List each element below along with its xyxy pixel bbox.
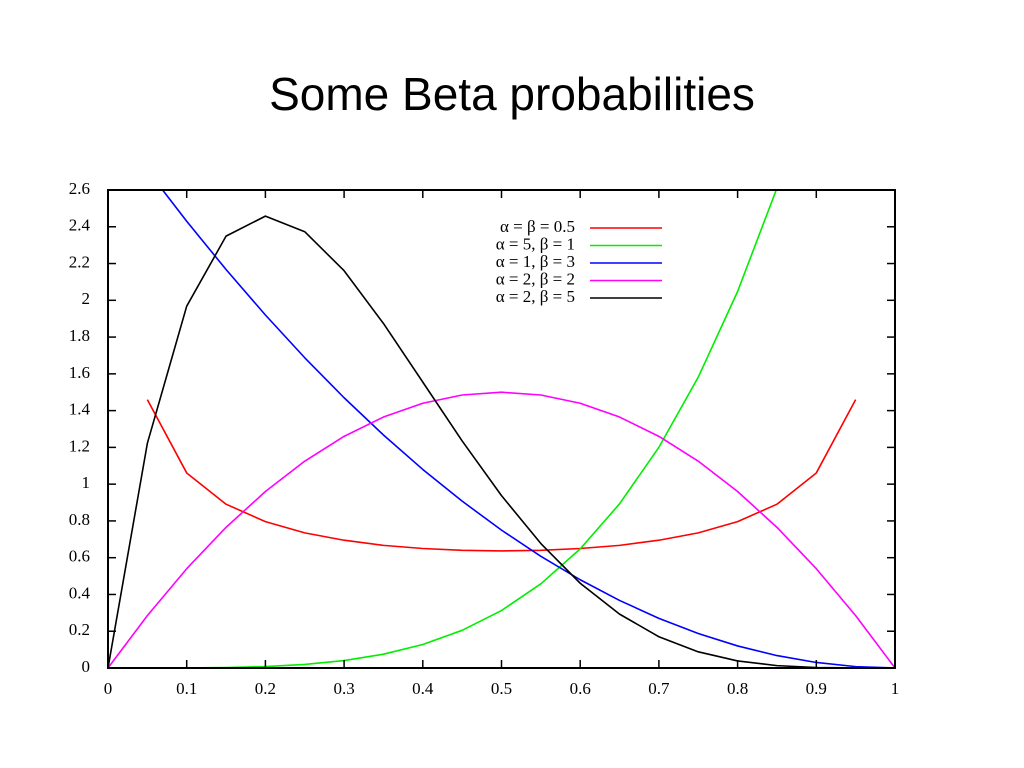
y-tick-label: 1.4 — [69, 400, 91, 419]
y-tick-label: 2.6 — [69, 179, 90, 198]
y-tick-label: 2 — [82, 289, 91, 308]
y-tick-label: 2.4 — [69, 216, 91, 235]
x-tick-label: 0.6 — [570, 679, 591, 698]
x-tick-label: 0.8 — [727, 679, 748, 698]
data-line — [108, 215, 895, 668]
x-tick-label: 1 — [891, 679, 900, 698]
y-tick-label: 0 — [82, 657, 91, 676]
legend-label: α = 2, β = 5 — [496, 287, 575, 306]
data-line — [108, 391, 895, 668]
x-tick-label: 0.3 — [333, 679, 354, 698]
legend-label: α = 1, β = 3 — [496, 252, 575, 271]
y-tick-label: 0.4 — [69, 583, 91, 602]
y-tick-label: 1.2 — [69, 436, 90, 455]
x-tick-label: 0.5 — [491, 679, 512, 698]
data-line — [146, 399, 857, 552]
x-tick-label: 0.2 — [255, 679, 276, 698]
legend-label: α = 5, β = 1 — [496, 234, 575, 253]
legend-label: α = 2, β = 2 — [496, 269, 575, 288]
y-tick-label: 0.6 — [69, 547, 90, 566]
slide-title: Some Beta probabilities — [269, 68, 755, 120]
data-line — [161, 190, 895, 668]
x-tick-label: 0.1 — [176, 679, 197, 698]
y-tick-label: 1.6 — [69, 363, 90, 382]
legend-label: α = β = 0.5 — [500, 217, 575, 236]
x-tick-label: 0.7 — [648, 679, 670, 698]
y-tick-label: 2.2 — [69, 252, 90, 271]
y-tick-label: 1 — [82, 473, 91, 492]
y-tick-label: 1.8 — [69, 326, 90, 345]
x-tick-label: 0.4 — [412, 679, 434, 698]
x-tick-label: 0 — [104, 679, 113, 698]
y-tick-label: 0.8 — [69, 510, 90, 529]
x-tick-label: 0.9 — [806, 679, 827, 698]
y-tick-label: 0.2 — [69, 620, 90, 639]
